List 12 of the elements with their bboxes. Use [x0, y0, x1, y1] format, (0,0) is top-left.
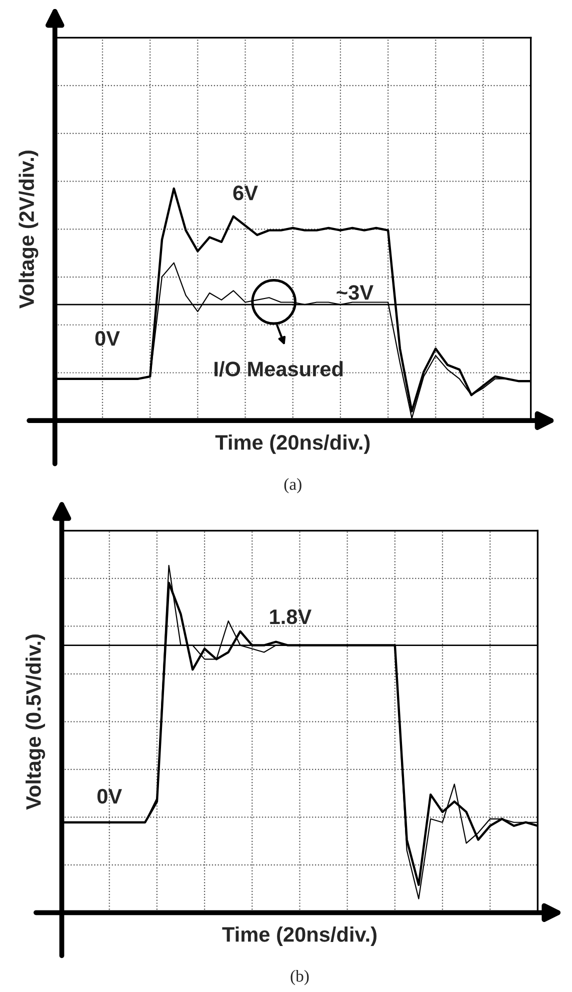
annotation: ~3V: [336, 285, 374, 300]
x-axis-title: Time (20ns/div.): [222, 926, 376, 946]
x-axis-title: Time (20ns/div.): [215, 434, 370, 454]
y-axis-title: Voltage (2V/div.): [18, 150, 38, 308]
annotation: I/O Measured: [214, 361, 343, 377]
text: (b): [290, 970, 309, 986]
annotation: 1.8V: [270, 609, 312, 624]
text: (a): [284, 478, 302, 494]
annotation: 6V: [233, 186, 258, 200]
annotation: 0V: [97, 788, 122, 804]
y-axis-title: Voltage (0.5V/div.): [26, 634, 46, 810]
annotation: 0V: [95, 331, 120, 346]
